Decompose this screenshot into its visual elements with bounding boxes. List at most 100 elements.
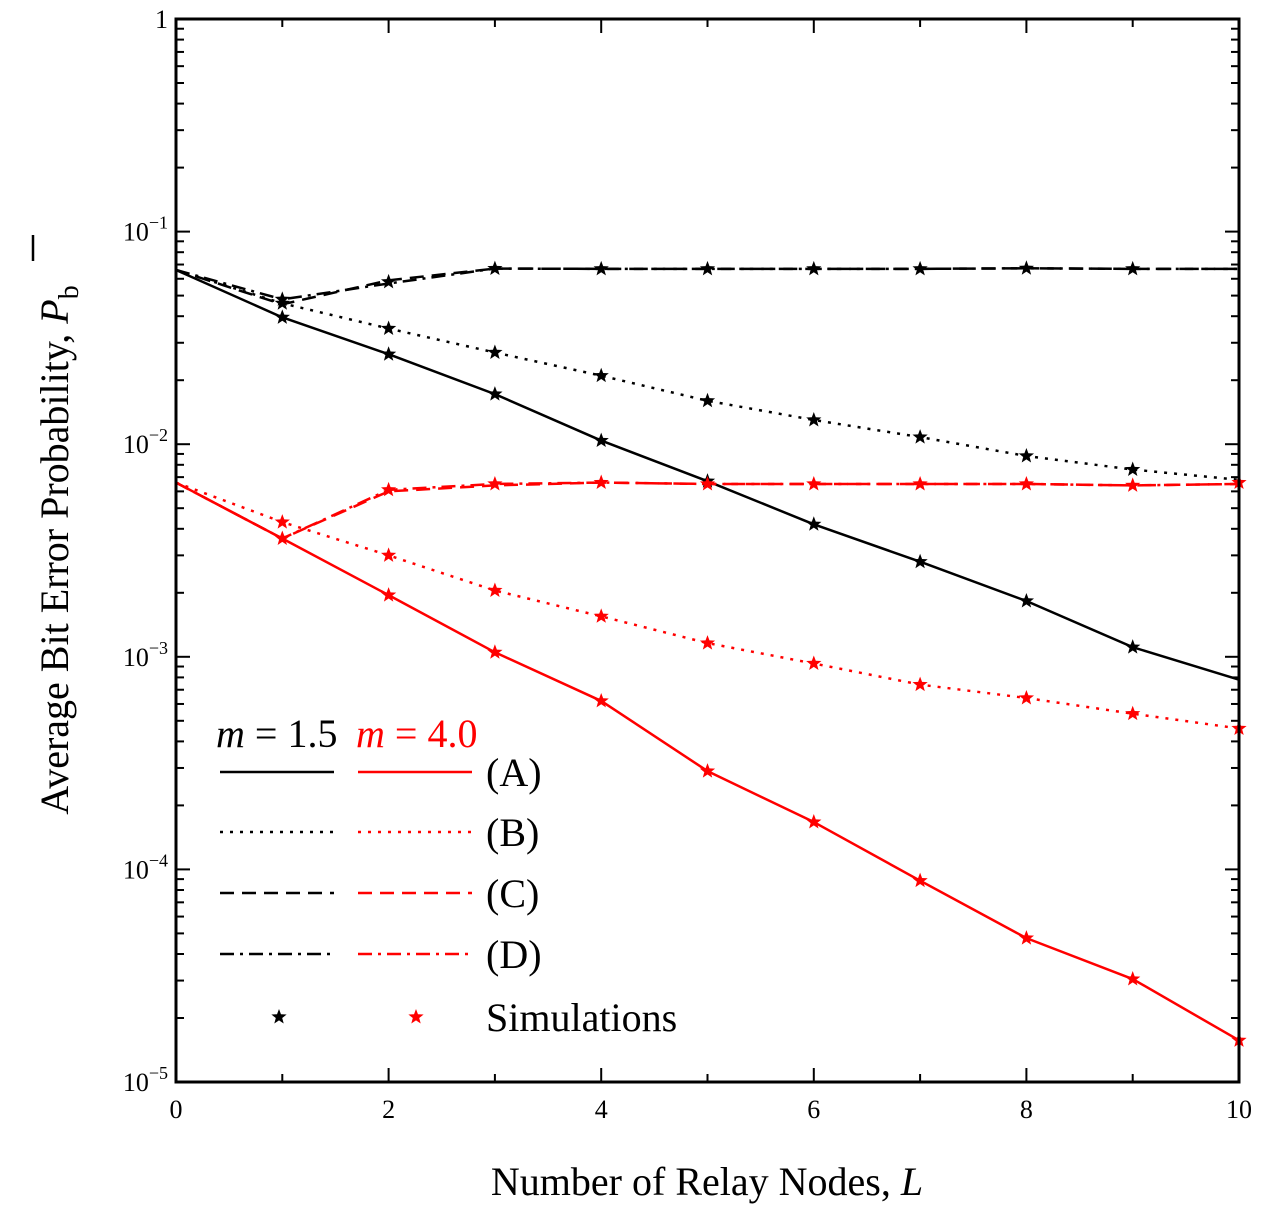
simulation-marker bbox=[487, 582, 503, 597]
simulation-marker bbox=[699, 763, 716, 778]
series-line-40-D bbox=[175, 481, 1240, 540]
simulation-marker bbox=[380, 273, 397, 289]
simulation-marker bbox=[806, 814, 822, 829]
y-tick-label-base: 1 bbox=[155, 5, 168, 34]
simulation-marker bbox=[487, 386, 503, 401]
legend-rows: (A) (B) (C) (D) bbox=[220, 750, 542, 1024]
x-axis-title: Number of Relay Nodes, L bbox=[491, 1159, 923, 1204]
simulation-marker bbox=[806, 260, 822, 276]
series-line-15-D bbox=[175, 267, 1239, 301]
simulation-marker bbox=[274, 309, 290, 324]
legend-header-m40: m = 4.0 bbox=[356, 711, 477, 756]
simulation-marker bbox=[806, 516, 822, 531]
simulation-markers bbox=[274, 260, 1247, 1047]
simulation-marker bbox=[912, 676, 928, 692]
x-axis-title-text: Number of Relay Nodes, bbox=[491, 1159, 901, 1204]
series-lines bbox=[175, 267, 1240, 1042]
y-tick-label: 10−1 bbox=[123, 213, 168, 247]
y-tick-label-base: 10 bbox=[123, 643, 149, 672]
y-axis-title-text: Average Bit Error Probability, Pb bbox=[32, 285, 85, 814]
y-tick-label: 10−2 bbox=[123, 425, 168, 459]
simulation-marker bbox=[1125, 639, 1141, 654]
y-axis-title-sub: b bbox=[54, 285, 85, 299]
legend-label: (D) bbox=[486, 932, 542, 977]
tick-marks bbox=[175, 18, 1240, 1083]
simulation-marker bbox=[380, 547, 397, 562]
simulation-marker bbox=[912, 260, 928, 276]
simulation-marker bbox=[1125, 971, 1141, 986]
simulation-marker bbox=[274, 530, 290, 545]
simulation-marker bbox=[593, 367, 609, 383]
legend-label: (C) bbox=[486, 871, 539, 916]
y-tick-label-exp: −4 bbox=[149, 850, 168, 870]
legend-sim-marker-m15 bbox=[271, 1009, 287, 1024]
legend-label: (B) bbox=[486, 810, 539, 855]
simulation-marker bbox=[274, 291, 290, 306]
simulation-marker bbox=[1018, 260, 1035, 275]
legend-header-m15-val: = 1.5 bbox=[245, 711, 338, 756]
simulation-marker bbox=[593, 692, 609, 708]
simulation-marker bbox=[593, 608, 609, 623]
legend-sim-marker-m40 bbox=[408, 1009, 424, 1024]
y-tick-label-exp: −3 bbox=[149, 638, 168, 658]
simulation-marker bbox=[593, 260, 609, 276]
series-line-40-A bbox=[175, 481, 1240, 1042]
simulation-marker bbox=[912, 429, 928, 444]
simulation-marker bbox=[487, 644, 503, 659]
x-tick-label: 4 bbox=[595, 1095, 608, 1124]
x-tick-label: 0 bbox=[170, 1095, 183, 1124]
simulation-marker bbox=[1018, 593, 1035, 608]
y-tick-label-exp: −2 bbox=[149, 425, 168, 445]
simulation-marker bbox=[1018, 475, 1035, 491]
legend-header-m15-var: m bbox=[216, 711, 245, 756]
simulation-marker bbox=[699, 392, 716, 408]
y-tick-label-base: 10 bbox=[123, 430, 149, 459]
x-tick-label: 8 bbox=[1020, 1095, 1033, 1124]
simulation-marker bbox=[1018, 930, 1035, 945]
simulation-marker bbox=[806, 411, 822, 427]
y-tick-label-base: 10 bbox=[123, 218, 149, 247]
simulation-marker bbox=[699, 635, 716, 650]
simulation-marker bbox=[380, 481, 397, 497]
y-tick-label: 10−3 bbox=[123, 638, 168, 672]
x-tick-label: 6 bbox=[807, 1095, 820, 1124]
simulation-marker bbox=[487, 475, 503, 491]
y-axis-title-var: P bbox=[32, 299, 77, 324]
y-tick-label-base: 10 bbox=[123, 855, 149, 884]
x-tick-label: 2 bbox=[382, 1095, 395, 1124]
legend-header-m15: m = 1.5 bbox=[216, 711, 337, 756]
simulation-marker bbox=[1018, 690, 1035, 705]
legend-label: (A) bbox=[486, 750, 542, 795]
simulation-marker bbox=[912, 872, 928, 888]
legend-header-m40-var: m bbox=[356, 711, 385, 756]
simulation-marker bbox=[912, 475, 928, 491]
simulation-marker bbox=[1125, 705, 1141, 721]
simulation-marker bbox=[1125, 260, 1141, 276]
simulation-marker bbox=[1018, 448, 1035, 463]
y-tick-label-base: 10 bbox=[123, 1068, 149, 1097]
series-line-15-B bbox=[175, 268, 1240, 482]
simulation-marker bbox=[380, 346, 397, 361]
simulation-marker bbox=[380, 320, 397, 335]
simulation-marker bbox=[380, 587, 397, 602]
simulation-marker bbox=[274, 514, 290, 529]
legend-header-m40-val: = 4.0 bbox=[385, 711, 478, 756]
y-axis-title: Average Bit Error Probability, Pb bbox=[31, 235, 85, 815]
simulation-marker bbox=[806, 475, 822, 491]
simulation-marker bbox=[487, 344, 503, 359]
y-tick-label: 1 bbox=[155, 5, 168, 34]
legend-sim-label: Simulations bbox=[486, 995, 677, 1040]
simulation-marker bbox=[912, 553, 928, 569]
simulation-marker bbox=[699, 475, 716, 491]
x-tick-label: 10 bbox=[1226, 1095, 1252, 1124]
simulation-marker bbox=[699, 260, 716, 276]
simulation-marker bbox=[1125, 477, 1141, 492]
series-line-40-B bbox=[175, 481, 1240, 730]
series-line-15-C bbox=[175, 267, 1239, 306]
x-axis-title-var: L bbox=[900, 1159, 923, 1204]
y-tick-label-exp: −5 bbox=[149, 1063, 168, 1083]
simulation-marker bbox=[487, 260, 503, 276]
y-tick-label: 10−5 bbox=[123, 1063, 168, 1097]
